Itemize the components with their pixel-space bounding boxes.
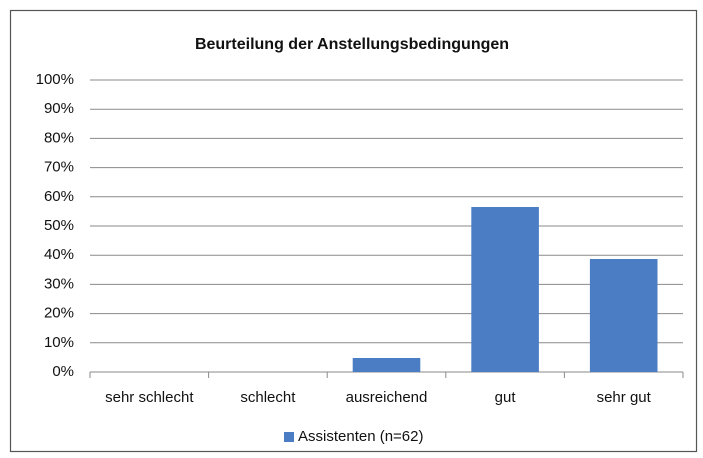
y-tick-label: 90% — [44, 100, 74, 117]
bar — [589, 258, 658, 372]
y-tick-label: 70% — [44, 159, 74, 176]
y-tick-label: 80% — [44, 129, 74, 146]
y-tick-label: 50% — [44, 217, 74, 234]
x-tick-label: schlecht — [240, 389, 296, 406]
y-tick-label: 10% — [44, 334, 74, 351]
x-tick-label: ausreichend — [346, 389, 428, 406]
legend-label: Assistenten (n=62) — [298, 428, 424, 445]
x-tick-label: sehr gut — [597, 389, 652, 406]
chart-title: Beurteilung der Anstellungsbedingungen — [195, 36, 509, 53]
bar — [471, 207, 539, 372]
y-tick-label: 20% — [44, 305, 74, 322]
y-tick-label: 60% — [44, 188, 74, 205]
x-tick-label: gut — [495, 389, 517, 406]
y-tick-label: 30% — [44, 275, 74, 292]
y-tick-label: 40% — [44, 246, 74, 263]
y-tick-label: 0% — [52, 363, 74, 380]
y-tick-label: 100% — [36, 71, 74, 88]
x-tick-label: sehr schlecht — [105, 389, 194, 406]
chart-frame — [9, 9, 698, 453]
legend-swatch — [284, 432, 294, 442]
bar — [352, 357, 421, 372]
